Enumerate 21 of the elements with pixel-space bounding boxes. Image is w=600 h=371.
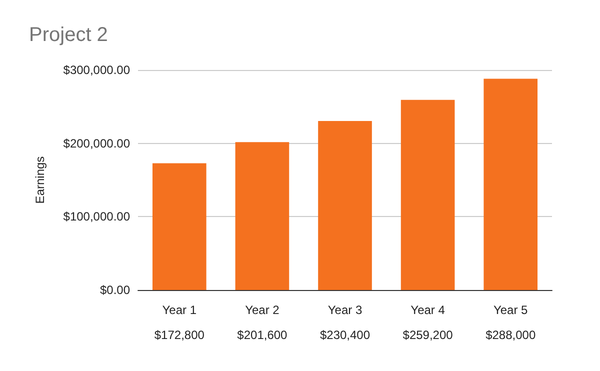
chart-title: Project 2 bbox=[29, 24, 108, 46]
x-tick-label: Year 1 bbox=[162, 303, 197, 317]
y-axis-title: Earnings bbox=[33, 156, 47, 204]
x-tick-label: Year 2 bbox=[245, 303, 280, 317]
bar bbox=[235, 142, 290, 290]
x-tick-label: Year 4 bbox=[410, 303, 446, 317]
x-tick-label: Year 3 bbox=[328, 303, 362, 317]
bar bbox=[152, 163, 206, 290]
data-label: $259,200 bbox=[402, 328, 454, 342]
data-label: $288,000 bbox=[486, 328, 536, 342]
y-tick-label: $200,000.00 bbox=[63, 136, 130, 150]
data-label: $230,400 bbox=[320, 328, 370, 342]
y-tick-label: $0.00 bbox=[100, 283, 130, 297]
bar bbox=[318, 121, 372, 290]
data-label: $201,600 bbox=[237, 328, 288, 342]
data-label: $172,800 bbox=[154, 328, 205, 342]
x-tick-label: Year 5 bbox=[493, 303, 528, 317]
y-tick-label: $100,000.00 bbox=[63, 210, 130, 224]
bar bbox=[400, 100, 455, 290]
bar bbox=[484, 78, 538, 290]
y-tick-label: $300,000.00 bbox=[63, 63, 130, 77]
